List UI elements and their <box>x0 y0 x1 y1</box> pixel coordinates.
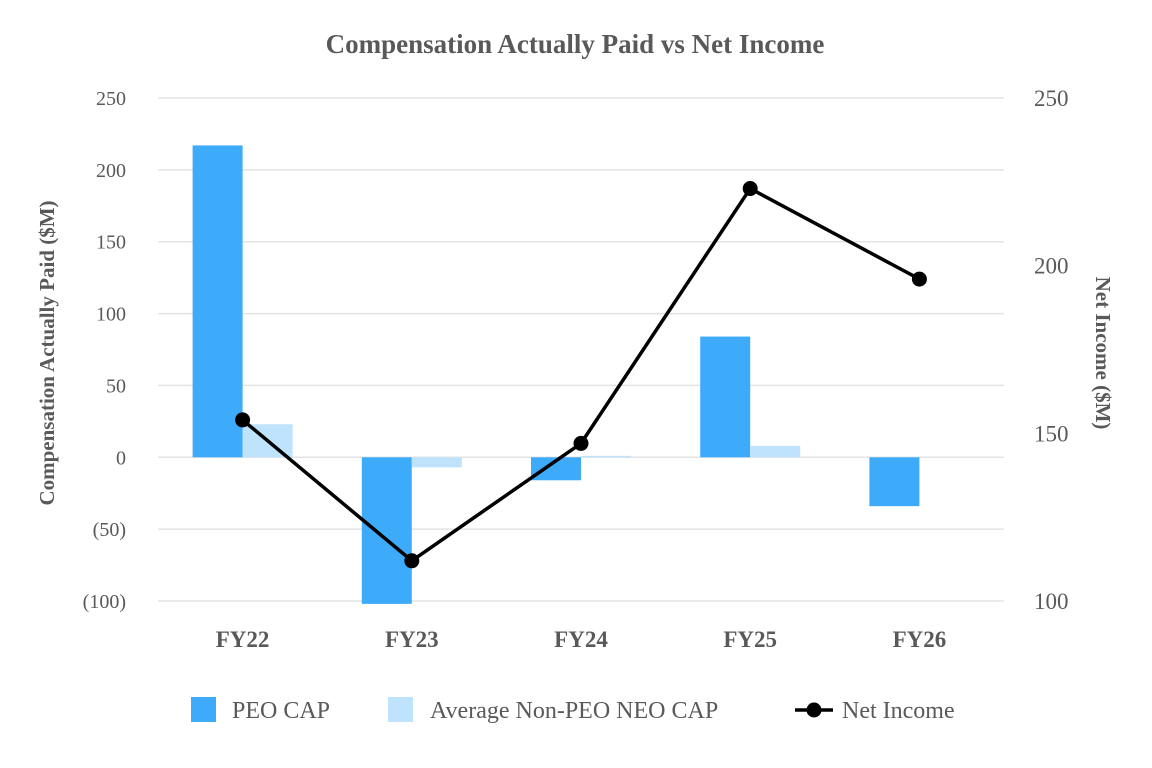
right-tick-label: 200 <box>1034 254 1069 279</box>
net-income-point-fy22 <box>235 412 251 428</box>
net-income-line <box>235 181 927 569</box>
net-income-point-fy24 <box>573 435 589 451</box>
left-tick-label: 150 <box>96 232 126 254</box>
left-tick-label: (50) <box>93 519 126 541</box>
left-axis-title: Compensation Actually Paid ($M) <box>35 200 59 505</box>
net-income-point-fy25 <box>742 181 758 197</box>
legend-swatch-net-income-marker <box>806 702 822 718</box>
category-label: FY24 <box>554 627 608 652</box>
bar-peo-cap-fy26 <box>869 457 920 507</box>
right-tick-label: 150 <box>1034 421 1069 446</box>
chart-title: Compensation Actually Paid vs Net Income <box>326 29 825 59</box>
bar-peo-cap-fy24 <box>531 457 581 481</box>
legend-label-net-income: Net Income <box>842 698 955 724</box>
right-axis-ticks: 250 200 150 100 <box>1034 86 1069 614</box>
left-tick-label: 50 <box>106 375 126 397</box>
legend-label-peo-cap: PEO CAP <box>232 698 330 724</box>
bar-non-peo-neo-cap-fy24 <box>581 455 631 458</box>
left-tick-label: 100 <box>96 304 126 326</box>
legend-swatch-peo-cap <box>191 697 216 722</box>
left-tick-label: 0 <box>116 447 126 469</box>
category-label: FY26 <box>893 627 947 652</box>
net-income-line-path <box>241 186 921 563</box>
bar-non-peo-neo-cap-fy25 <box>750 445 801 458</box>
left-tick-label: 200 <box>96 160 126 182</box>
category-label: FY22 <box>216 627 270 652</box>
bar-peo-cap-fy23 <box>361 457 412 604</box>
left-tick-label: (100) <box>83 591 126 613</box>
net-income-point-fy23 <box>404 553 420 569</box>
right-tick-label: 100 <box>1034 589 1069 614</box>
left-tick-label: 250 <box>96 88 126 110</box>
bar-peo-cap-fy22 <box>192 145 243 458</box>
right-tick-label: 250 <box>1034 86 1069 111</box>
bar-peo-cap-fy25 <box>700 336 751 458</box>
gridlines <box>158 97 1004 602</box>
category-label: FY23 <box>385 627 439 652</box>
legend-swatch-non-peo-neo-cap <box>388 697 413 722</box>
bars <box>192 145 920 604</box>
net-income-point-fy26 <box>911 271 927 287</box>
legend: PEO CAP Average Non-PEO NEO CAP Net Income <box>191 697 955 724</box>
legend-label-non-peo-neo-cap: Average Non-PEO NEO CAP <box>430 698 718 724</box>
category-label: FY25 <box>723 627 777 652</box>
left-axis-ticks: 250 200 150 100 50 0 (50) (100) <box>83 88 126 613</box>
right-axis-title: Net Income ($M) <box>1091 277 1115 430</box>
bar-non-peo-neo-cap-fy23 <box>411 457 462 468</box>
category-labels: FY22 FY23 FY24 FY25 FY26 <box>216 627 946 652</box>
